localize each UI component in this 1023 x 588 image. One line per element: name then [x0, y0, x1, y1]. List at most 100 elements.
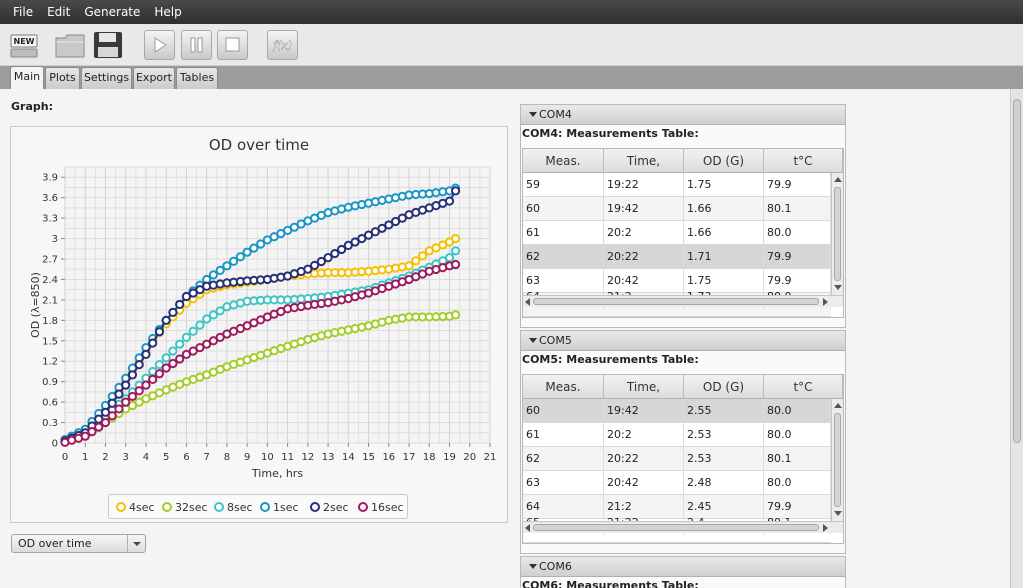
table-vertical-scrollbar[interactable]	[831, 173, 843, 295]
scroll-down-icon[interactable]	[834, 285, 842, 290]
data-point-16sec	[161, 363, 171, 373]
table-row[interactable]: 62 20:22 2.53 80.1	[523, 447, 831, 471]
data-point-16sec	[148, 374, 158, 384]
com5-panel-title: COM5	[539, 334, 572, 347]
collapse-triangle-icon[interactable]	[529, 564, 537, 569]
chevron-down-icon[interactable]	[127, 535, 145, 552]
save-button[interactable]	[92, 30, 124, 60]
open-button[interactable]	[53, 30, 87, 60]
cell-od: 1.75	[684, 173, 764, 197]
function-button[interactable]: f(x)	[267, 30, 298, 60]
x-tick-label: 13	[322, 452, 335, 463]
col-time[interactable]: Time, hh:mm	[604, 375, 684, 418]
data-point-2sec	[175, 299, 185, 310]
legend-label-32sec: 32sec	[175, 501, 208, 514]
cell-temp: 79.9	[764, 245, 831, 269]
table-row-selected[interactable]: 62 20:22 1.71 79.9	[523, 245, 831, 269]
scroll-right-icon[interactable]	[823, 298, 828, 306]
data-point-32sec	[134, 397, 144, 407]
data-point-2sec	[343, 240, 353, 250]
table-horizontal-scrollbar[interactable]	[523, 521, 843, 533]
table-row[interactable]: 61 20:2 1.66 80.0	[523, 221, 831, 245]
data-point-16sec	[202, 339, 212, 349]
scroll-up-icon[interactable]	[834, 403, 842, 408]
data-point-2sec	[303, 264, 313, 274]
data-point-2sec	[370, 227, 380, 237]
table-hscroll-thumb[interactable]	[533, 524, 819, 531]
table-horizontal-scrollbar[interactable]	[523, 295, 843, 307]
cell-temp: 79.9	[764, 173, 831, 197]
com4-panel-header[interactable]: COM4	[521, 105, 845, 125]
col-temp[interactable]: t°C	[764, 149, 843, 173]
toolbar: NEW f(x)	[0, 24, 1023, 66]
data-point-16sec	[195, 342, 205, 353]
data-point-4sec	[404, 261, 414, 271]
main-vertical-scrollbar[interactable]	[1010, 89, 1023, 588]
scroll-left-icon[interactable]	[525, 298, 530, 306]
menu-edit[interactable]: Edit	[47, 5, 71, 19]
new-icon: NEW	[10, 34, 38, 58]
scroll-up-icon[interactable]	[834, 177, 842, 182]
data-point-16sec	[94, 422, 104, 432]
col-time[interactable]: Time, hh:mm	[604, 149, 684, 192]
data-point-16sec	[215, 332, 225, 342]
x-tick-label: 17	[403, 452, 416, 463]
cell-temp: 80.0	[764, 399, 831, 423]
com6-panel-header[interactable]: COM6	[521, 557, 845, 577]
com5-panel-header[interactable]: COM5	[521, 331, 845, 351]
cell-od: 1.71	[684, 245, 764, 269]
table-row[interactable]: 60 19:42 1.66 80.1	[523, 197, 831, 221]
x-tick-label: 0	[62, 452, 68, 463]
collapse-triangle-icon[interactable]	[529, 338, 537, 343]
data-point-2sec	[107, 398, 117, 408]
stop-button[interactable]	[217, 30, 248, 60]
menu-file[interactable]: File	[13, 5, 34, 19]
scroll-down-icon[interactable]	[834, 511, 842, 516]
table-row[interactable]: 63 20:42 1.75 79.9	[523, 269, 831, 293]
table-hscroll-thumb[interactable]	[533, 298, 819, 305]
cell-time: 20:2	[604, 423, 684, 447]
scroll-right-icon[interactable]	[823, 524, 828, 532]
data-point-2sec	[134, 360, 144, 370]
table-scroll-thumb[interactable]	[834, 413, 841, 507]
tab-plots[interactable]: Plots	[45, 67, 80, 89]
table-row[interactable]: 63 20:42 2.48 80.0	[523, 471, 831, 495]
com4-table-title: COM4: Measurements Table:	[522, 127, 699, 140]
data-point-8sec	[175, 339, 185, 349]
pause-button[interactable]	[181, 30, 212, 60]
cell-time: 20:22	[604, 447, 684, 471]
data-point-2sec	[100, 407, 111, 417]
main-scroll-thumb[interactable]	[1013, 99, 1021, 443]
play-button[interactable]	[144, 30, 175, 60]
menu-generate[interactable]: Generate	[84, 5, 141, 19]
collapse-triangle-icon[interactable]	[529, 112, 537, 117]
new-button[interactable]: NEW	[8, 30, 42, 60]
com5-measurements-table: Meas. Time, hh:mm OD (G) t°C 60 19:42 2.…	[522, 374, 844, 544]
col-meas[interactable]: Meas.	[523, 149, 604, 173]
data-point-2sec	[148, 338, 158, 348]
tab-tables[interactable]: Tables	[176, 67, 218, 89]
tab-settings[interactable]: Settings	[81, 67, 132, 89]
data-point-16sec	[175, 354, 185, 364]
table-row[interactable]: 61 20:2 2.53 80.0	[523, 423, 831, 447]
table-row[interactable]: 59 19:22 1.75 79.9	[523, 173, 831, 197]
col-meas[interactable]: Meas.	[523, 375, 604, 399]
table-scroll-thumb[interactable]	[834, 187, 841, 281]
cell-meas: 63	[523, 471, 604, 495]
menu-help[interactable]: Help	[154, 5, 182, 19]
new-label: NEW	[14, 37, 35, 46]
scroll-left-icon[interactable]	[525, 524, 530, 532]
tab-main[interactable]: Main	[10, 66, 44, 89]
table-row[interactable]: 64 21:2 2.45 79.9	[523, 495, 831, 519]
col-temp[interactable]: t°C	[764, 375, 843, 399]
data-point-2sec	[363, 230, 374, 240]
table-vertical-scrollbar[interactable]	[831, 399, 843, 521]
chart-title: OD over time	[208, 136, 310, 154]
col-od[interactable]: OD (G)	[684, 149, 764, 173]
table-header: Meas. Time, hh:mm OD (G) t°C	[523, 149, 843, 192]
tab-export[interactable]: Export	[133, 67, 175, 89]
col-od[interactable]: OD (G)	[684, 375, 764, 399]
graph-select-dropdown[interactable]: OD over time	[11, 534, 146, 553]
legend-items: 4sec 32sec 8sec 1sec 2sec 16sec	[116, 501, 404, 514]
table-row-selected[interactable]: 60 19:42 2.55 80.0	[523, 399, 831, 423]
